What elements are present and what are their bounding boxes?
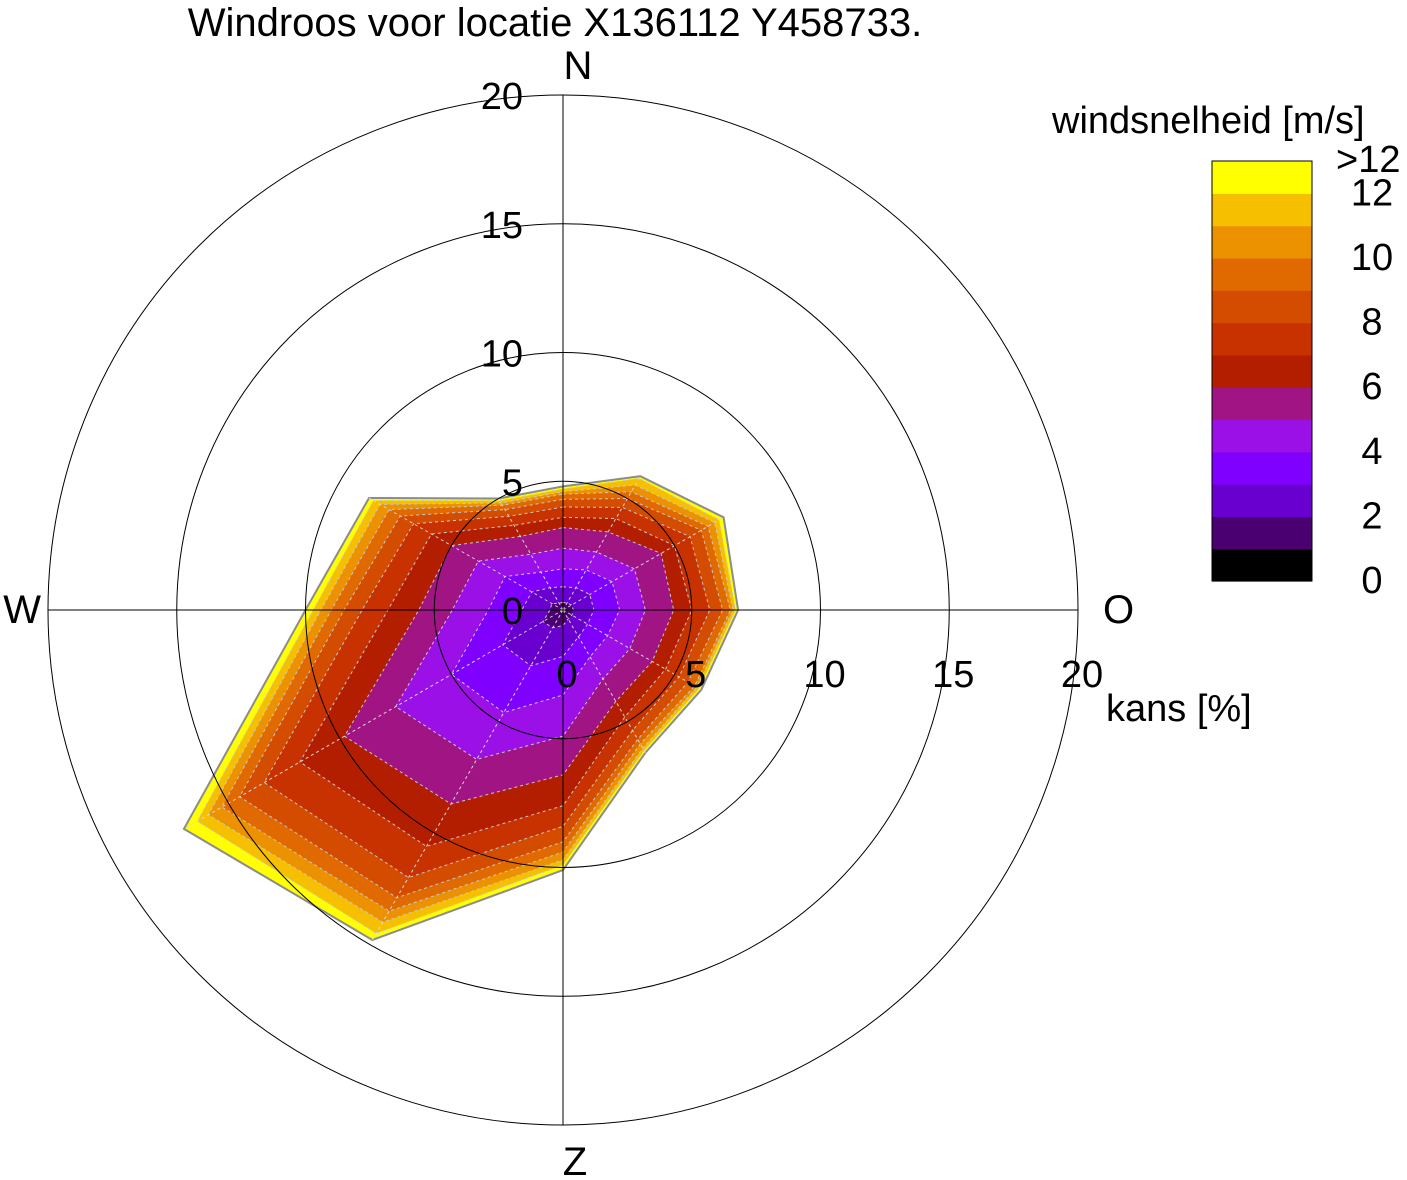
colorbar-tick->12: >12 [1336,139,1400,181]
tick-label-north-5: 5 [502,462,523,504]
colorbar-cell-4 [1212,451,1312,485]
colorbar-cell-1 [1212,548,1312,582]
colorbar-cell-8 [1212,322,1312,356]
rose-spoke [368,497,564,611]
tick-label-east-15: 15 [932,654,974,696]
colorbar-tick-4: 4 [1361,431,1382,473]
polar-grid [47,94,1079,1126]
tick-label-north-0: 0 [502,591,523,633]
rose-spoke [183,609,564,830]
colorbar-cell-2 [1212,516,1312,550]
colorbar-cell-11 [1212,225,1312,259]
colorbar-tick-8: 8 [1361,302,1382,344]
chart-title: Windroos voor locatie X136112 Y458733. [188,1,923,45]
rose-spoke [562,609,702,691]
tick-label-east-5: 5 [685,654,706,696]
colorbar-tick-2: 2 [1361,495,1382,537]
colorbar-cell-7 [1212,354,1312,388]
tick-label-east-0: 0 [556,654,577,696]
colorbar-cell->12 [1212,161,1312,194]
colorbar-cell-5 [1212,419,1312,453]
colorbar-tick-0: 0 [1361,560,1382,602]
tick-label-north-10: 10 [481,334,523,376]
colorbar-title: windsnelheid [m/s] [1051,100,1365,142]
colorbar [1211,160,1313,582]
tick-label-east-20: 20 [1061,654,1103,696]
colorbar-cell-3 [1212,484,1312,517]
direction-label-N: N [564,44,593,88]
radial-axis-label: kans [%] [1106,688,1252,730]
rose-sectors [182,475,740,942]
direction-label-W: W [3,588,41,632]
tick-label-east-10: 10 [803,654,845,696]
colorbar-cell-12 [1212,193,1312,227]
colorbar-frame [1211,160,1313,582]
colorbar-tick-6: 6 [1361,366,1382,408]
tick-label-north-15: 15 [481,205,523,247]
colorbar-ticks: 0 2 4 6 8 10 12>12 [1336,139,1400,602]
colorbar-cell-10 [1212,257,1312,291]
colorbar-tick-10: 10 [1351,237,1393,279]
rose-band-2 [542,601,574,629]
direction-label-Z: Z [563,1140,587,1180]
tick-label-north-20: 20 [481,76,523,118]
direction-label-O: O [1103,588,1134,632]
rose-spoke [562,516,724,611]
axis-labels: 00 5 5 10 10 15 15 20 20 N O Z W [3,44,1134,1180]
colorbar-cell-9 [1212,290,1312,324]
colorbar-cell-6 [1212,387,1312,421]
colorbar-tick-12: 12 [1351,172,1393,214]
